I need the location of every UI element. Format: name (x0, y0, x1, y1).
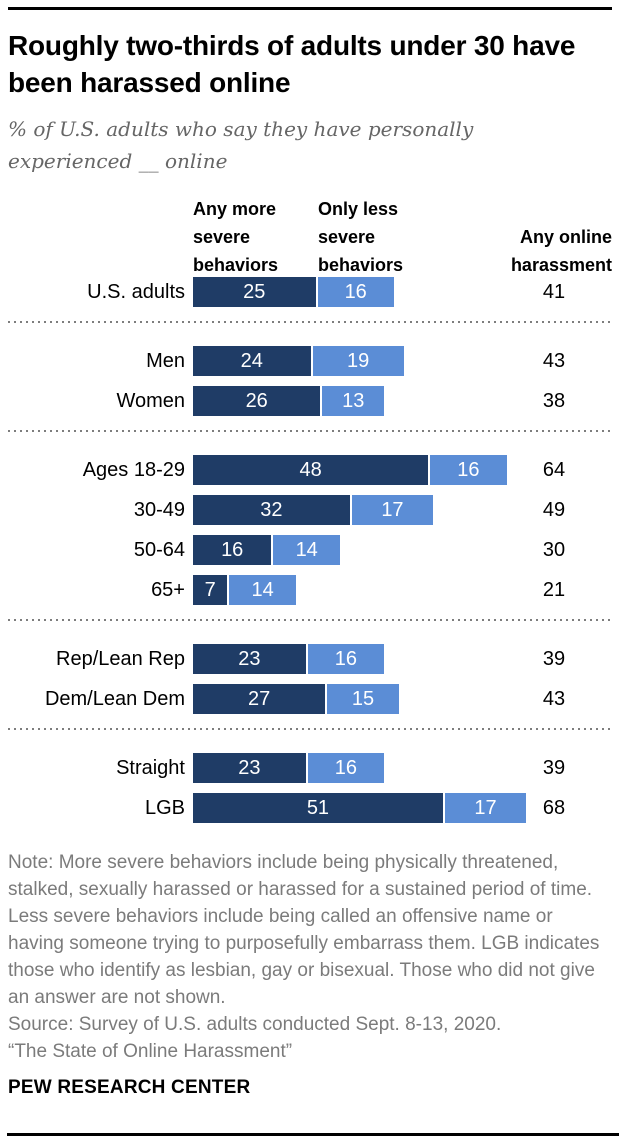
row-label: Dem/Lean Dem (44, 687, 185, 710)
source-text: Source: Survey of U.S. adults conducted … (8, 1014, 502, 1035)
more-severe-segment: 26 (193, 386, 321, 416)
bar-track: 16 14 (193, 535, 340, 565)
bar-group: Ages 18-29 48 16 64 30-49 32 17 49 50-64 16 14 30 65… (8, 455, 612, 605)
less-severe-segment: 14 (227, 575, 296, 605)
bar-track: 26 13 (193, 386, 385, 416)
note-text: Note: More severe behaviors include bein… (8, 852, 600, 1008)
more-severe-segment: 32 (193, 495, 350, 525)
less-severe-segment: 16 (305, 644, 385, 674)
pew-research-center-wordmark: PEW RESEARCH CENTER (8, 1077, 251, 1098)
dotted-separator (8, 728, 612, 730)
row-label: LGB (144, 796, 185, 819)
bar-row: Women 26 13 38 (8, 386, 612, 416)
column-header-more-severe: Any more severe behaviors (193, 199, 279, 275)
stacked-bar-chart: Any more severe behaviors Only less seve… (8, 193, 612, 823)
bar-row: Ages 18-29 48 16 64 (8, 455, 612, 485)
column-header-any-harassment: Any online harassment (510, 227, 612, 275)
more-severe-segment: 27 (193, 684, 326, 714)
more-severe-segment: 23 (193, 753, 306, 783)
bar-track: 32 17 (193, 495, 434, 525)
bar-track: 25 16 (193, 277, 394, 307)
less-severe-segment: 16 (428, 455, 507, 485)
bar-row: Rep/Lean Rep 23 16 39 (8, 644, 612, 674)
more-severe-segment: 16 (193, 535, 272, 565)
bar-track: 27 15 (193, 684, 399, 714)
total-value: 49 (542, 498, 566, 521)
more-severe-segment: 48 (193, 455, 429, 485)
bar-group: U.S. adults 25 16 41 (8, 277, 612, 307)
row-label: 50-64 (133, 538, 185, 561)
bar-row: U.S. adults 25 16 41 (8, 277, 612, 307)
more-severe-segment: 7 (193, 575, 228, 605)
bar-track: 7 14 (193, 575, 296, 605)
total-value: 43 (542, 349, 566, 372)
less-severe-segment: 19 (310, 346, 404, 376)
top-rule (8, 7, 612, 10)
bar-row: 65+ 7 14 21 (8, 575, 612, 605)
row-label: Men (146, 349, 185, 372)
row-label: Straight (116, 756, 185, 779)
bar-group: Rep/Lean Rep 23 16 39 Dem/Lean Dem 27 15 43 (8, 644, 612, 714)
chart-title: Roughly two-thirds of adults under 30 ha… (8, 30, 576, 98)
bar-track: 48 16 (193, 455, 507, 485)
more-severe-segment: 23 (193, 644, 306, 674)
total-value: 30 (542, 538, 566, 561)
bar-track: 51 17 (193, 793, 527, 823)
bar-row: Straight 23 16 39 (8, 753, 612, 783)
row-label: 30-49 (133, 498, 185, 521)
column-header-less-severe: Only less severe behaviors (318, 199, 404, 275)
bar-track: 24 19 (193, 346, 404, 376)
bar-row: LGB 51 17 68 (8, 793, 612, 823)
bar-row: 50-64 16 14 30 (8, 535, 612, 565)
bar-row: Men 24 19 43 (8, 346, 612, 376)
total-value: 43 (542, 687, 566, 710)
less-severe-segment: 16 (305, 753, 385, 783)
total-value: 39 (542, 647, 566, 670)
less-severe-segment: 13 (320, 386, 385, 416)
row-label: 65+ (151, 578, 185, 601)
more-severe-segment: 24 (193, 346, 311, 376)
dotted-separator (8, 321, 612, 323)
bar-group: Straight 23 16 39 LGB 51 17 68 (8, 753, 612, 823)
less-severe-segment: 17 (349, 495, 434, 525)
less-severe-segment: 14 (271, 535, 340, 565)
bar-group: Men 24 19 43 Women 26 13 38 (8, 346, 612, 416)
bar-row: Dem/Lean Dem 27 15 43 (8, 684, 612, 714)
less-severe-segment: 17 (442, 793, 527, 823)
bottom-rule (7, 1133, 619, 1136)
row-label: Rep/Lean Rep (56, 647, 185, 670)
row-label: Women (116, 389, 185, 412)
chart-subtitle: % of U.S. adults who say they have perso… (8, 117, 474, 173)
total-value: 39 (542, 756, 566, 779)
total-value: 21 (542, 578, 566, 601)
bar-track: 23 16 (193, 644, 385, 674)
report-title-text: “The State of Online Harassment” (8, 1041, 293, 1062)
more-severe-segment: 25 (193, 277, 316, 307)
bar-row: 30-49 32 17 49 (8, 495, 612, 525)
total-value: 68 (542, 796, 566, 819)
dotted-separator (8, 619, 612, 621)
row-label: Ages 18-29 (82, 458, 185, 481)
bar-track: 23 16 (193, 753, 385, 783)
column-headers: Any more severe behaviors Only less seve… (8, 193, 612, 277)
row-label: U.S. adults (87, 280, 185, 303)
less-severe-segment: 16 (315, 277, 394, 307)
total-value: 38 (542, 389, 566, 412)
chart-rows: U.S. adults 25 16 41 Men 24 19 43 Women 26 13 38 Age… (8, 277, 612, 823)
total-value: 41 (542, 280, 566, 303)
total-value: 64 (542, 458, 566, 481)
more-severe-segment: 51 (193, 793, 443, 823)
less-severe-segment: 15 (325, 684, 399, 714)
dotted-separator (8, 430, 612, 432)
